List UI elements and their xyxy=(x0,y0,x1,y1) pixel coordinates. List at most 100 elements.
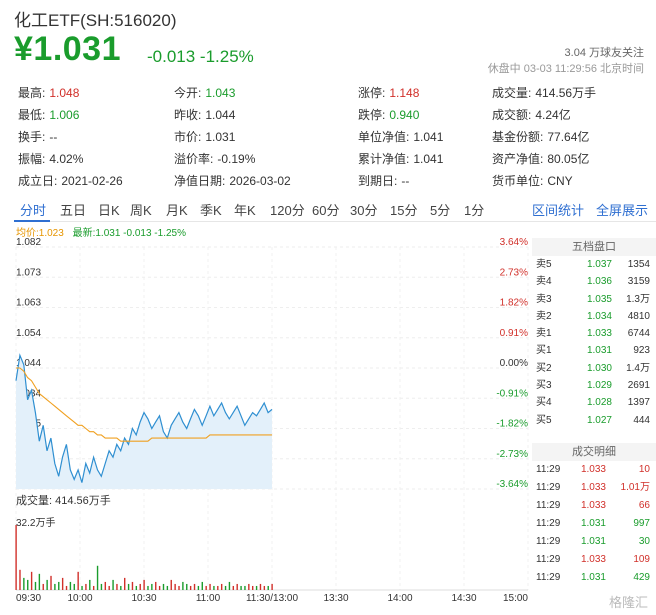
stat-label: 到期日: xyxy=(358,174,398,188)
order-book-row: 卖3 1.035 1.3万 xyxy=(532,291,656,308)
tab-10[interactable]: 15分 xyxy=(390,203,418,218)
order-price: 1.030 xyxy=(586,362,612,374)
stat-item: 涨停: 1.148 xyxy=(358,84,419,101)
volume-bar xyxy=(178,585,180,590)
trade-row: 11:29 1.031 997 xyxy=(532,515,656,533)
trade-volume: 30 xyxy=(638,536,650,547)
order-level: 买5 xyxy=(536,414,552,426)
tab-8[interactable]: 60分 xyxy=(312,203,340,218)
stat-label: 单位净值: xyxy=(358,130,410,144)
stat-value: 1.006 xyxy=(49,108,80,122)
order-level: 卖4 xyxy=(536,276,552,288)
order-level: 卖3 xyxy=(536,293,552,305)
tab-12[interactable]: 1分 xyxy=(464,203,485,218)
volume-bar xyxy=(151,583,153,590)
order-price: 1.036 xyxy=(586,276,612,288)
order-price: 1.028 xyxy=(586,397,612,409)
volume-bar xyxy=(127,583,130,590)
pct-tick-label: 0.91% xyxy=(500,328,528,339)
stat-item: 市价: 1.031 xyxy=(174,128,235,145)
order-book-row: 买2 1.030 1.4万 xyxy=(532,360,656,377)
volume-bar xyxy=(131,581,134,590)
order-price: 1.037 xyxy=(586,259,612,270)
tab-4[interactable]: 月K xyxy=(166,203,188,218)
price-tick-label: 1.054 xyxy=(16,328,41,339)
trade-price: 1.031 xyxy=(580,572,606,583)
volume-bar xyxy=(58,581,60,590)
volume-bar xyxy=(92,585,95,590)
fullscreen-button[interactable]: 全屏展示 xyxy=(596,203,649,218)
order-book-row: 买1 1.031 923 xyxy=(532,342,656,359)
time-tick-label: 10:00 xyxy=(67,593,92,604)
trade-row: 11:29 1.033 109 xyxy=(532,551,656,569)
volume-bar xyxy=(54,583,56,590)
trade-row: 11:29 1.031 429 xyxy=(532,569,656,587)
trade-row: 11:29 1.031 30 xyxy=(532,533,656,551)
range-stats-button[interactable]: 区间统计 xyxy=(532,203,585,218)
volume-bar xyxy=(193,583,196,590)
price-tick-label: 1.034 xyxy=(16,388,41,399)
stat-value: 77.64亿 xyxy=(547,130,590,144)
time-tick-label: 11:00 xyxy=(196,593,221,604)
price-tick-label: 1.073 xyxy=(16,267,41,278)
volume-bar xyxy=(209,583,211,590)
volume-bar xyxy=(174,583,176,590)
trade-time: 11:29 xyxy=(536,518,561,529)
tab-1[interactable]: 五日 xyxy=(60,203,87,218)
order-level: 买1 xyxy=(536,345,552,357)
volume-bar xyxy=(23,577,25,590)
tab-5[interactable]: 季K xyxy=(200,203,222,218)
volume-bar xyxy=(240,585,242,590)
tab-7[interactable]: 120分 xyxy=(270,203,305,218)
volume-bar xyxy=(205,585,207,590)
volume-bar xyxy=(61,577,64,590)
volume-bar xyxy=(186,583,188,590)
stat-label: 累计净值: xyxy=(358,152,410,166)
stat-label: 基金份额: xyxy=(492,130,544,144)
volume-bar xyxy=(197,585,200,590)
stat-item: 累计净值: 1.041 xyxy=(358,150,443,167)
trade-time: 11:29 xyxy=(536,536,561,547)
watermark-logo: 格隆汇 xyxy=(608,595,648,610)
volume-bar xyxy=(232,585,235,590)
price-tick-label: 1.044 xyxy=(16,358,41,369)
tab-11[interactable]: 5分 xyxy=(430,203,451,218)
stock-title: 化工ETF(SH:516020) xyxy=(14,11,177,30)
stat-value: 0.940 xyxy=(389,108,420,122)
tab-9[interactable]: 30分 xyxy=(350,203,378,218)
intraday-chart[interactable]: 1.082 3.64% 1.073 2.73% 1.063 1.82% 1.054 0.91%… xyxy=(0,235,532,605)
volume-bar xyxy=(124,577,126,590)
stat-value: 1.031 xyxy=(205,130,236,144)
trade-time: 11:29 xyxy=(536,464,561,475)
order-volume: 923 xyxy=(633,345,650,357)
stat-label: 市价: xyxy=(174,130,202,144)
active-tab-underline xyxy=(14,220,50,222)
volume-bar xyxy=(96,565,99,590)
volume-bar xyxy=(147,585,149,590)
pct-tick-label: -0.91% xyxy=(496,388,528,399)
trade-price: 1.031 xyxy=(580,518,606,529)
stat-value: 4.02% xyxy=(49,152,84,166)
tab-3[interactable]: 周K xyxy=(130,203,152,218)
order-volume: 1397 xyxy=(627,397,650,409)
stat-item: 资产净值: 80.05亿 xyxy=(492,150,589,167)
tab-6[interactable]: 年K xyxy=(234,203,256,218)
stat-value: 1.041 xyxy=(413,152,444,166)
stat-label: 跌停: xyxy=(358,108,386,122)
volume-bar xyxy=(81,585,83,590)
stat-value: 2021-02-26 xyxy=(61,174,123,188)
volume-label: 成交量: 414.56万手 xyxy=(16,495,111,507)
tab-2[interactable]: 日K xyxy=(98,203,120,218)
order-price: 1.033 xyxy=(586,328,612,340)
volume-bar xyxy=(182,581,184,590)
trade-volume: 429 xyxy=(633,572,650,583)
pct-tick-label: -3.64% xyxy=(496,479,528,490)
tab-0[interactable]: 分时 xyxy=(20,203,47,218)
stat-value: 1.044 xyxy=(205,108,236,122)
order-book-row: 卖5 1.037 1354 xyxy=(532,256,656,273)
stat-label: 净值日期: xyxy=(174,174,226,188)
volume-bar xyxy=(46,579,48,590)
trade-volume: 997 xyxy=(633,518,650,529)
order-book: 五档盘口 卖5 1.037 1354 卖4 1.036 3159 卖3 1.035 1.3万 卖2… xyxy=(532,238,656,429)
time-tick-label: 14:00 xyxy=(387,593,412,604)
